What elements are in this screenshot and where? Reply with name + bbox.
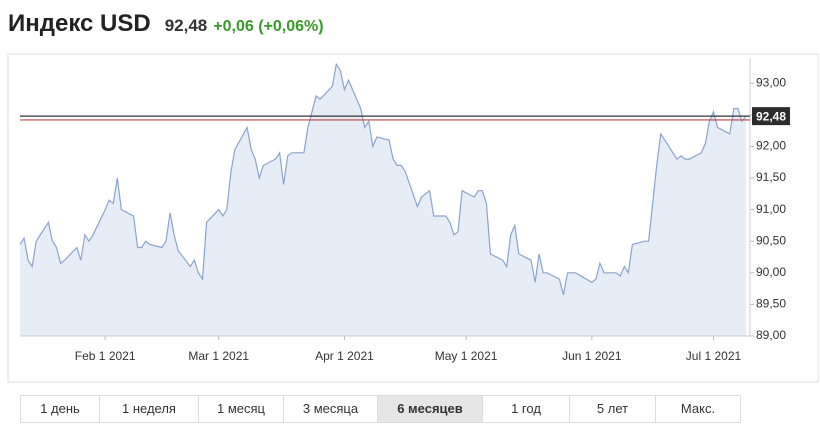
area-fill [20,64,746,337]
period-selector: 1 день 1 неделя 1 месяц 3 месяца 6 месяцев 1 … [20,395,741,423]
x-tick-label: Feb 1 2021 [75,349,136,363]
y-tick-label: 93,00 [756,75,786,89]
last-price-label: 92,48 [756,109,786,123]
price-line [19,62,747,296]
period-button[interactable]: 1 день [21,396,100,422]
chart-frame [7,53,819,383]
y-tick-label: 91,00 [756,202,786,216]
period-button[interactable]: 3 месяца [284,396,378,422]
y-tick-label: 92,00 [756,139,786,153]
period-button[interactable]: 1 год [483,396,570,422]
y-tick-label: 90,50 [756,233,786,247]
y-tick-label: 89,00 [756,328,786,342]
x-tick-label: Jun 1 2021 [562,349,622,363]
x-tick-label: Mar 1 2021 [188,349,249,363]
y-tick-label: 90,00 [756,265,786,279]
period-button[interactable]: 5 лет [570,396,656,422]
chart: investing.com89,0089,5090,0090,5091,0091… [7,53,819,383]
title: Индекс USD [8,10,151,37]
period-button[interactable]: 1 неделя [100,396,199,422]
y-tick-label: 89,50 [756,297,786,311]
change: +0,06 (+0,06%) [213,18,324,35]
header: Индекс USD 92,48 +0,06 (+0,06%) [8,10,324,38]
x-tick-label: Jul 1 2021 [686,349,742,363]
x-tick-label: May 1 2021 [435,349,498,363]
y-tick-label: 91,50 [756,170,786,184]
price: 92,48 [164,16,208,35]
period-button[interactable]: 6 месяцев [378,396,483,422]
x-tick-label: Apr 1 2021 [315,349,374,363]
period-button[interactable]: Макс. [680,401,716,416]
last-price-box [752,107,790,126]
period-button[interactable]: 1 месяц [199,396,284,422]
